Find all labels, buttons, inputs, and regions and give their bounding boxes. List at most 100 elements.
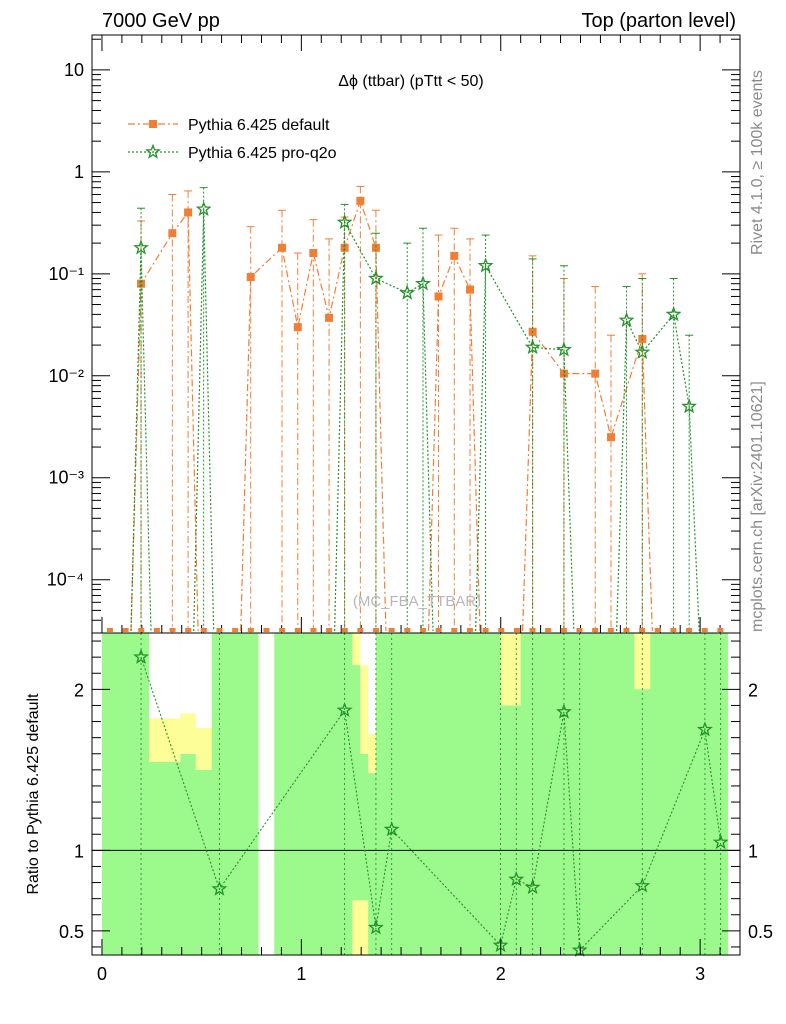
main-floor-marker: [341, 628, 348, 632]
ratio-outer-band-segment: [634, 633, 651, 690]
ratio-point-pro-q2o: [571, 941, 588, 957]
header-left-label: 7000 GeV pp: [102, 10, 220, 32]
main-floor-marker: [701, 628, 708, 632]
ratio-y-tick-label: 0.5: [59, 922, 84, 942]
ratio-outer-band-low-segment: [352, 900, 369, 955]
main-point-default: [309, 249, 318, 258]
ratio-point-pro-q2o: [556, 703, 572, 719]
main-y-tick-label: 10⁻¹: [48, 264, 84, 284]
analysis-watermark: (MC_FBA_TTBAR): [353, 593, 481, 610]
main-floor-marker: [560, 628, 567, 632]
main-floor-marker: [654, 628, 661, 632]
main-series-layer: [106, 185, 724, 633]
main-y-tick-labels: 10 1 10⁻¹ 10⁻² 10⁻³ 10⁻⁴: [47, 60, 84, 590]
legend-marker-default: [149, 120, 157, 128]
main-point-default: [591, 369, 600, 378]
main-plot-title: Δϕ (ttbar) (pTtt < 50): [338, 73, 483, 90]
ratio-y-tick-label-right: 1: [748, 841, 758, 861]
main-point-pro-q2o: [399, 284, 416, 300]
main-floor-marker: [326, 628, 333, 632]
legend-label-pro-q2o: Pythia 6.425 pro-q2o: [188, 145, 337, 162]
main-floor-marker: [435, 628, 442, 632]
legend-label-default: Pythia 6.425 default: [188, 117, 330, 134]
main-floor-marker: [122, 628, 129, 632]
ratio-point-pro-q2o: [508, 870, 525, 887]
main-floor-marker: [232, 628, 239, 632]
ratio-y-tick-label: 2: [74, 680, 84, 700]
ratio-y-tick-label-right: 2: [748, 680, 758, 700]
ratio-point-pro-q2o: [696, 721, 713, 737]
main-point-pro-q2o: [556, 341, 572, 357]
main-floor-marker: [545, 628, 552, 632]
main-floor-marker: [717, 628, 724, 632]
main-floor-marker: [169, 628, 176, 632]
ratio-axis-ticks: [92, 640, 741, 955]
main-floor-marker: [404, 628, 411, 632]
ratio-band-empty-bin: [258, 633, 275, 955]
main-point-default: [184, 208, 193, 217]
ratio-point-pro-q2o: [336, 701, 353, 717]
main-floor-marker: [686, 628, 693, 632]
ratio-series-layer: [133, 633, 729, 957]
main-point-pro-q2o: [195, 200, 212, 216]
main-floor-marker: [200, 628, 207, 632]
ratio-y-tick-label-right: 0.5: [748, 922, 773, 942]
ratio-band-gap-segment: [368, 633, 376, 774]
main-floor-marker: [357, 628, 364, 632]
main-floor-marker: [185, 628, 192, 632]
ratio-outer-band-segment: [500, 633, 521, 706]
ratio-point-pro-q2o: [634, 877, 651, 893]
ratio-point-pro-q2o: [211, 880, 228, 896]
main-floor-marker: [498, 628, 505, 632]
mcplots-site-label: mcplots.cern.ch [arXiv:2401.10621]: [749, 381, 766, 632]
ratio-outer-band-segment: [149, 718, 181, 762]
main-point-pro-q2o: [665, 306, 682, 322]
ratio-point-pro-q2o: [383, 821, 400, 837]
ratio-y-tick-label: 1: [74, 841, 84, 861]
legend-entry-default: Pythia 6.425 default: [128, 117, 330, 134]
main-series-line-1: [130, 209, 700, 632]
main-point-pro-q2o: [415, 275, 431, 291]
main-y-tick-label: 10: [64, 60, 84, 80]
main-floor-marker: [466, 628, 473, 632]
main-point-pro-q2o: [618, 311, 635, 328]
ratio-x-tick-label: 3: [695, 964, 705, 984]
ratio-y-tick-labels: 0.5 0.5 1 1 2 2: [59, 680, 773, 942]
main-point-pro-q2o: [336, 213, 353, 230]
ratio-outer-band-segment: [360, 665, 369, 754]
header-right-label: Top (parton level): [581, 10, 736, 32]
main-floor-marker: [576, 628, 583, 632]
main-floor-marker: [670, 628, 677, 632]
main-point-default: [466, 285, 475, 294]
main-floor-marker: [482, 628, 489, 632]
main-point-pro-q2o: [634, 343, 651, 359]
main-floor-marker: [639, 628, 646, 632]
main-point-default: [137, 279, 146, 288]
main-floor-marker: [263, 628, 270, 632]
main-floor-marker: [451, 628, 458, 632]
ratio-point-pro-q2o: [367, 919, 384, 935]
main-floor-marker: [294, 628, 301, 632]
legend: Pythia 6.425 default Pythia 6.425 pro-q2…: [128, 117, 337, 162]
main-floor-marker: [138, 628, 145, 632]
main-floor-marker: [373, 628, 380, 632]
main-floor-marker: [106, 628, 113, 632]
ratio-y-axis-label: Ratio to Pythia 6.425 default: [25, 693, 42, 895]
main-point-pro-q2o: [524, 339, 541, 355]
main-point-default: [325, 313, 334, 322]
ratio-x-tick-label: 2: [496, 964, 506, 984]
ratio-panel: 0.5 0.5 1 1 2 2 0 1 2 3 Ratio to Pythia 6.425 de…: [25, 632, 773, 984]
main-floor-marker: [388, 628, 395, 632]
main-floor-marker: [513, 628, 520, 632]
main-floor-marker: [592, 628, 599, 632]
main-point-default: [340, 243, 349, 252]
main-axis-ticks: [92, 35, 741, 634]
legend-marker-pro-q2o: [145, 143, 161, 159]
main-floor-marker: [247, 628, 254, 632]
ratio-outer-band-segment: [368, 734, 376, 774]
rivet-version-label: Rivet 4.1.0, ≥ 100k events: [749, 70, 766, 255]
main-floor-marker: [419, 628, 426, 632]
main-floor-marker: [153, 628, 160, 632]
main-point-default: [371, 243, 380, 252]
